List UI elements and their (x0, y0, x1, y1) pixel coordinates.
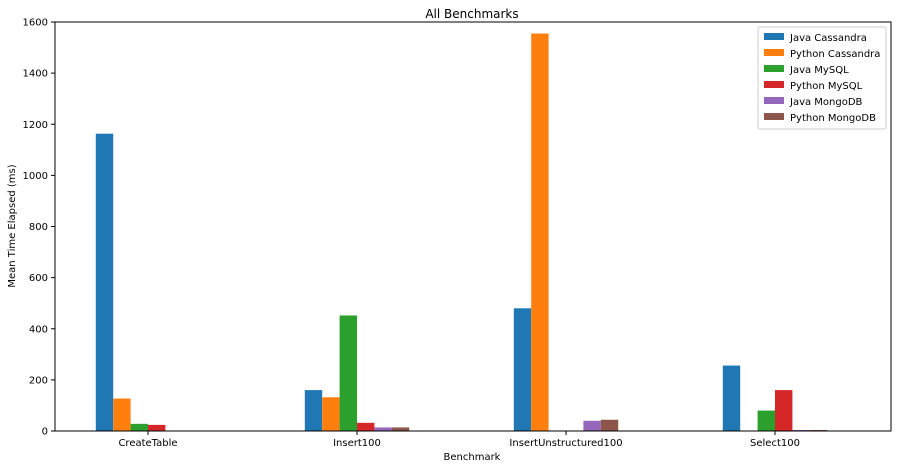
bar (391, 427, 410, 431)
legend-label: Python Cassandra (790, 49, 880, 60)
bar (583, 420, 601, 431)
x-tick-label: Insert100 (333, 438, 381, 449)
y-tick-label: 0 (42, 427, 48, 438)
legend-label: Python MongoDB (790, 113, 876, 124)
bar (339, 315, 357, 431)
legend-swatch (764, 33, 784, 40)
y-tick-label: 400 (29, 324, 48, 335)
bar (757, 410, 775, 431)
bar (322, 397, 340, 431)
x-tick-label: CreateTable (118, 438, 177, 449)
bar (775, 390, 793, 431)
legend-swatch (764, 81, 784, 88)
y-tick-label: 800 (29, 222, 48, 233)
legend-label: Python MySQL (790, 81, 863, 92)
bar (95, 133, 114, 431)
bar (792, 429, 810, 431)
x-tick-label: InsertUnstructured100 (509, 438, 622, 449)
legend-swatch (764, 97, 784, 104)
legend-swatch (764, 65, 784, 72)
bar (600, 419, 619, 431)
bar (513, 308, 532, 431)
bar (148, 424, 166, 431)
bar (374, 427, 392, 431)
y-tick-label: 1400 (23, 69, 48, 80)
bar (809, 429, 828, 431)
bars-layer (95, 33, 828, 432)
chart-title: All Benchmarks (425, 7, 518, 21)
legend-label: Java Cassandra (789, 33, 867, 44)
y-axis-label: Mean Time Elapsed (ms) (7, 164, 18, 287)
bar (357, 422, 375, 431)
x-axis: CreateTable Insert100 InsertUnstructured10… (118, 431, 800, 449)
legend-label: Java MySQL (789, 65, 849, 76)
x-tick-label: Select100 (750, 438, 800, 449)
bar (531, 33, 549, 432)
y-tick-label: 600 (29, 273, 48, 284)
legend-frame (757, 26, 887, 130)
y-tick-label: 200 (29, 375, 48, 386)
legend-swatch (764, 49, 784, 56)
legend-swatch (764, 113, 784, 120)
x-axis-label: Benchmark (444, 452, 501, 463)
bar (113, 398, 131, 431)
y-tick-label: 1000 (23, 171, 48, 182)
bar (130, 423, 148, 431)
y-tick-label: 1600 (23, 18, 48, 29)
bar (304, 390, 323, 431)
legend: Java Cassandra Python Cassandra Java MySQL… (757, 26, 887, 130)
bar (722, 365, 741, 431)
legend-label: Java MongoDB (789, 97, 863, 108)
y-axis: 0 200 400 600 800 1000 1200 1400 1600 (23, 18, 55, 438)
y-tick-label: 1200 (23, 120, 48, 131)
